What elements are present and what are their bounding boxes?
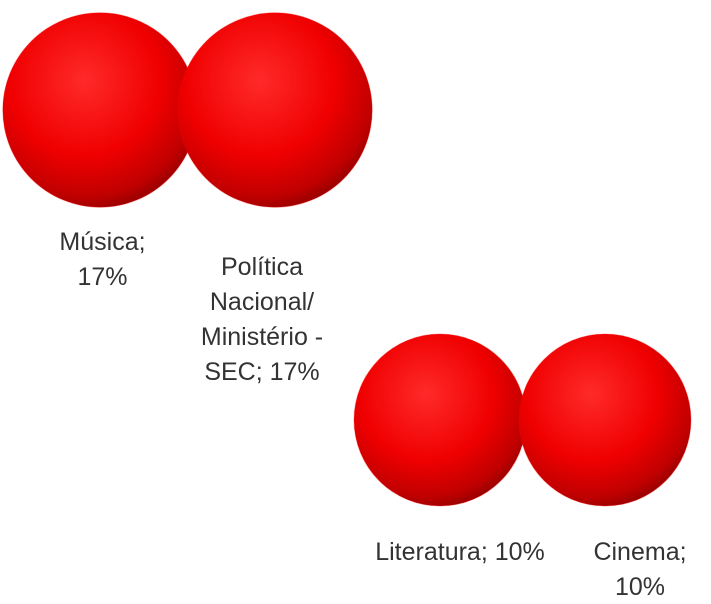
sphere — [177, 12, 373, 208]
data-label: Música; 17% — [59, 228, 146, 291]
data-label: Cinema; 10% — [593, 538, 687, 601]
sphere — [353, 333, 527, 507]
sphere — [518, 333, 692, 507]
data-label: Política Nacional/ Ministério -SEC; 17% — [200, 253, 324, 386]
data-label: Literatura; 10% — [375, 538, 545, 566]
sphere — [2, 12, 198, 208]
